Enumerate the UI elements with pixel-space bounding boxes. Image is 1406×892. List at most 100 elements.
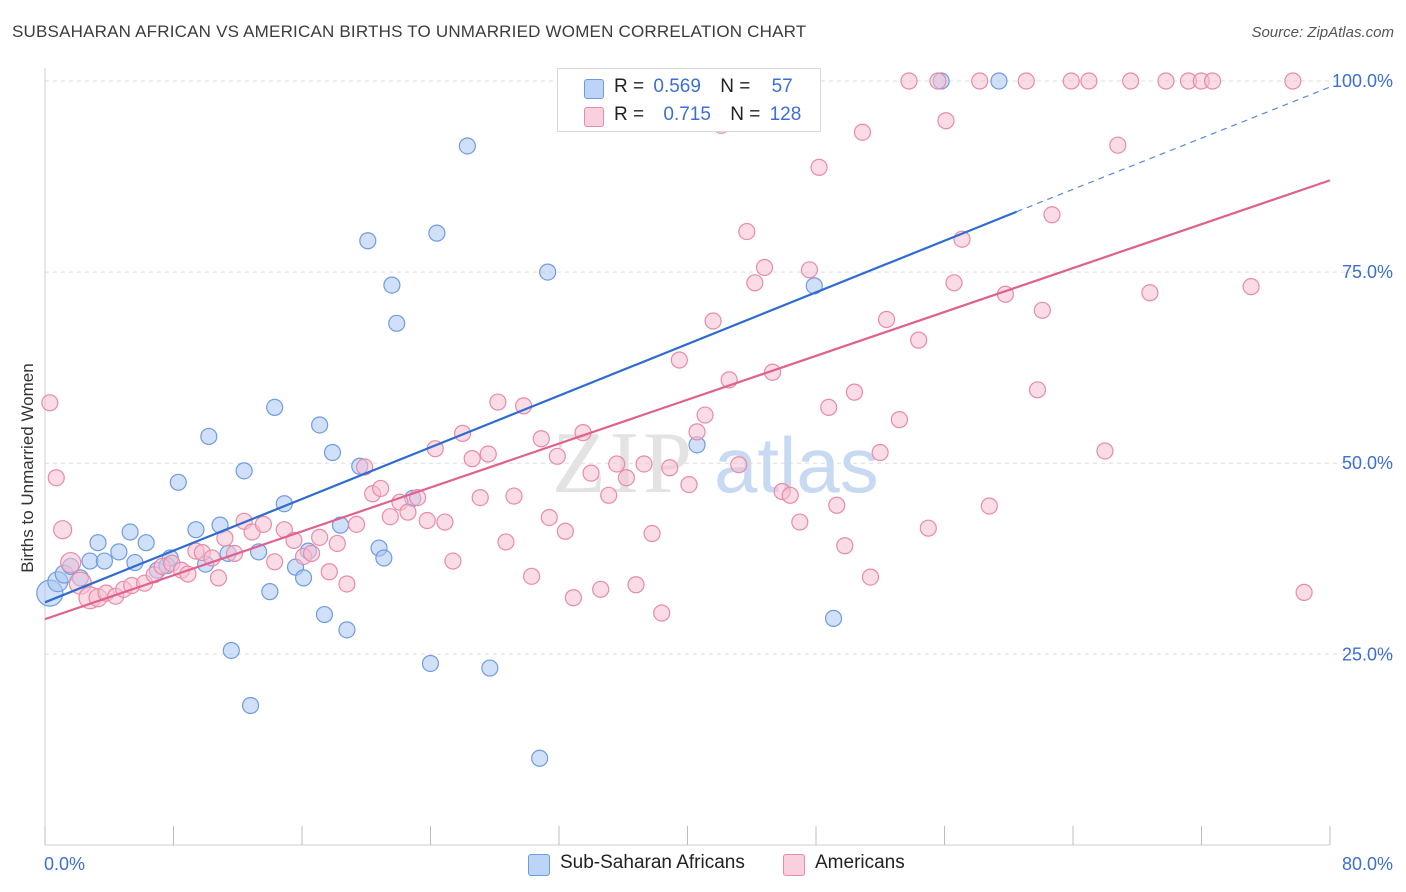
american-point	[497, 533, 515, 551]
american-point	[661, 459, 679, 477]
sub-saharan-point	[241, 696, 260, 715]
sub-saharan-point	[137, 534, 155, 552]
american-point	[254, 515, 273, 533]
american-point	[479, 445, 497, 463]
legend-r-label: R =	[614, 76, 645, 97]
chart-title: SUBSAHARAN AFRICAN VS AMERICAN BIRTHS TO…	[12, 22, 807, 41]
legend-n-label: N =	[730, 104, 761, 125]
american-point	[696, 406, 714, 424]
american-point	[853, 123, 872, 141]
american-point	[399, 503, 417, 521]
american-point	[320, 563, 338, 581]
american-point	[781, 486, 799, 504]
american-point	[820, 398, 838, 416]
sub-saharan-point	[428, 224, 446, 242]
sub-saharan-point	[359, 232, 377, 250]
american-point	[209, 569, 228, 587]
american-point	[347, 515, 366, 533]
sub-saharan-point	[458, 137, 476, 155]
bottom-legend-swatch-subsaharan	[528, 854, 550, 876]
american-point	[608, 455, 626, 473]
american-point	[890, 411, 908, 429]
sub-saharan-point	[169, 473, 187, 491]
sub-saharan-point	[235, 462, 253, 480]
y-tick-label: 50.0%	[1342, 453, 1393, 473]
american-point	[1122, 72, 1140, 90]
american-point	[556, 522, 574, 540]
american-point	[47, 469, 65, 487]
american-point	[1284, 72, 1302, 90]
american-point	[704, 312, 722, 330]
legend-r-value-subsaharan: 0.569	[653, 76, 701, 97]
correlation-legend: R = 0.569 N = 57 R = 0.715 N = 128	[557, 68, 821, 132]
bottom-legend-swatch-americans	[783, 854, 805, 876]
american-point	[738, 222, 756, 241]
sub-saharan-point	[990, 72, 1008, 90]
american-point	[372, 479, 390, 498]
sub-saharan-point	[323, 443, 342, 462]
american-point	[311, 528, 329, 546]
american-point	[600, 486, 618, 504]
american-point	[540, 508, 558, 527]
american-point	[302, 544, 321, 562]
american-point	[53, 520, 73, 540]
american-point	[828, 496, 846, 514]
sub-saharan-point	[311, 416, 329, 434]
american-point	[877, 310, 896, 329]
american-point	[436, 513, 454, 531]
american-point	[836, 537, 854, 555]
american-point	[730, 456, 748, 474]
american-point	[1096, 442, 1114, 460]
legend-r-label: R =	[614, 104, 645, 125]
american-point	[381, 508, 399, 526]
american-point	[746, 274, 764, 292]
american-point	[1109, 136, 1127, 154]
sub-saharan-point	[294, 569, 313, 587]
american-point	[489, 393, 507, 411]
sub-saharan-point	[338, 621, 356, 639]
sub-saharan-point	[187, 521, 205, 539]
american-point	[532, 430, 550, 448]
sub-saharan-point	[531, 749, 549, 767]
american-point	[1028, 381, 1047, 399]
american-trend-line	[44, 179, 1331, 621]
y-tick-label: 100.0%	[1332, 71, 1393, 91]
sub-saharan-point	[81, 552, 99, 570]
american-point	[582, 464, 600, 482]
american-point	[266, 553, 284, 571]
gridlines	[45, 80, 1392, 655]
legend-n-value-subsaharan: 57	[771, 76, 793, 97]
legend-r-value-americans: 0.715	[663, 104, 711, 125]
sub-saharan-point	[89, 534, 107, 552]
american-point	[505, 487, 523, 505]
american-point	[523, 567, 541, 585]
american-point	[617, 469, 635, 487]
sub-saharan-point	[375, 549, 393, 567]
sub-saharan-points	[36, 72, 1008, 767]
chart-source: Source: ZipAtlas.com	[1251, 24, 1394, 41]
american-point	[1017, 72, 1035, 90]
american-point	[627, 576, 645, 594]
american-point	[1033, 301, 1051, 319]
american-point	[41, 394, 59, 412]
sub-saharan-point	[388, 314, 406, 332]
sub-saharan-point	[421, 654, 440, 673]
american-point	[444, 552, 462, 570]
american-point	[1157, 72, 1175, 90]
american-point	[980, 497, 998, 515]
sub-saharan-point	[539, 263, 557, 281]
american-point	[670, 351, 688, 369]
american-point	[463, 450, 481, 468]
sub-saharan-trend-line	[44, 210, 1018, 604]
american-point	[871, 443, 889, 462]
american-point	[929, 72, 947, 90]
x-tick-label-min: 0.0%	[44, 854, 85, 874]
american-point	[971, 72, 989, 90]
sub-saharan-point	[110, 543, 128, 561]
american-point	[471, 488, 489, 507]
bottom-legend-label-subsaharan: Sub-Saharan Africans	[560, 852, 745, 873]
american-point	[755, 258, 774, 277]
american-point	[791, 513, 809, 531]
axes	[44, 68, 1331, 846]
sub-saharan-point	[222, 641, 240, 660]
